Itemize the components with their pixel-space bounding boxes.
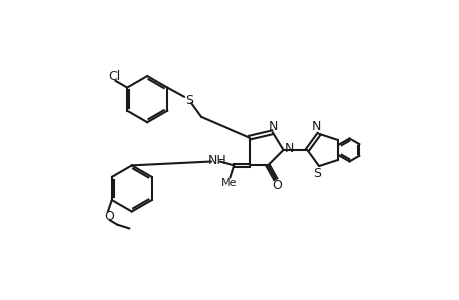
Text: S: S xyxy=(313,167,321,179)
Text: N: N xyxy=(268,120,278,133)
Text: O: O xyxy=(272,179,282,192)
Text: Me: Me xyxy=(221,178,237,188)
Text: O: O xyxy=(104,210,113,223)
Text: S: S xyxy=(185,94,192,107)
Text: Cl: Cl xyxy=(108,70,120,83)
Text: NH: NH xyxy=(207,154,226,167)
Text: N: N xyxy=(311,120,321,134)
Text: N: N xyxy=(284,142,294,155)
